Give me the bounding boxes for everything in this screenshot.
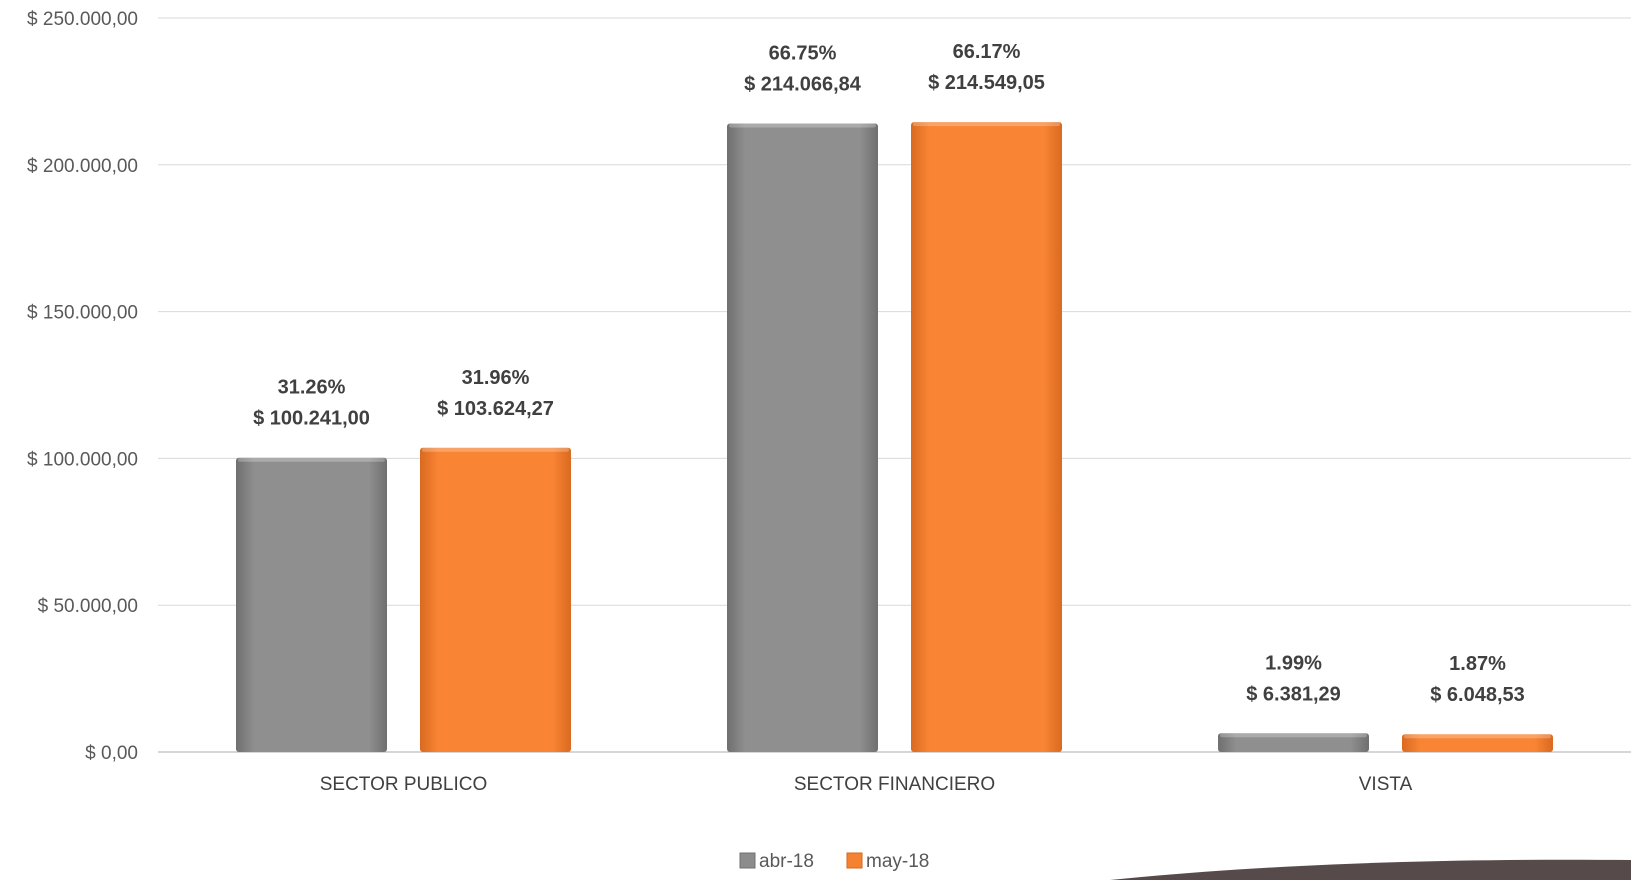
decorative-swoosh [1110,859,1631,880]
category-label: SECTOR FINANCIERO [794,774,995,795]
corner-decoration [1110,859,1631,880]
bar-highlight [1220,733,1367,738]
value-label: $ 6.048,53 [1430,684,1525,706]
value-label: $ 103.624,27 [437,398,554,420]
value-label: $ 214.066,84 [744,73,862,95]
y-tick-label: $ 200.000,00 [27,156,138,177]
legend-swatch-abr-18 [739,852,756,869]
percent-label: 66.75% [769,42,837,64]
percent-label: 66.17% [953,41,1021,63]
legend-label: abr-18 [759,851,814,872]
percent-label: 31.96% [462,367,530,389]
category-label: VISTA [1359,774,1413,795]
legend-swatch-may-18 [846,852,863,869]
bar-abr-18-1 [236,457,387,752]
bar-highlight [238,457,385,462]
y-tick-label: $ 250.000,00 [27,9,138,30]
value-label: $ 6.381,29 [1246,683,1341,705]
legend-label: may-18 [866,851,929,872]
y-tick-label: $ 150.000,00 [27,303,138,324]
legend: abr-18 may-18 [739,851,929,872]
bar-may-18-2 [911,122,1062,753]
bar-abr-18-2 [727,123,878,752]
bar-highlight [1404,734,1551,739]
percent-label: 1.99% [1265,652,1322,674]
bar-abr-18-3 [1218,733,1369,752]
category-label: SECTOR PUBLICO [320,774,488,795]
data-labels: 31.26% $ 100.241,00 31.96% $ 103.624,27 66.7… [253,41,1525,706]
y-tick-label: $ 100.000,00 [27,449,138,470]
bars [236,122,1553,753]
bar-highlight [913,122,1060,127]
percent-label: 1.87% [1449,653,1506,675]
bar-may-18-1 [420,447,571,752]
gridlines [158,17,1631,753]
bar-may-18-3 [1402,734,1553,752]
percent-label: 31.26% [278,377,346,399]
value-label: $ 214.549,05 [928,72,1045,94]
bar-highlight [729,123,876,128]
bar-highlight [422,447,569,452]
value-label: $ 100.241,00 [253,408,370,430]
y-axis-tick-labels: $ 0,00 $ 50.000,00 $ 100.000,00 $ 150.000,0… [27,9,138,764]
y-tick-label: $ 50.000,00 [38,596,138,617]
y-tick-label: $ 0,00 [85,743,138,764]
category-labels: SECTOR PUBLICO SECTOR FINANCIERO VISTA [320,774,1413,795]
